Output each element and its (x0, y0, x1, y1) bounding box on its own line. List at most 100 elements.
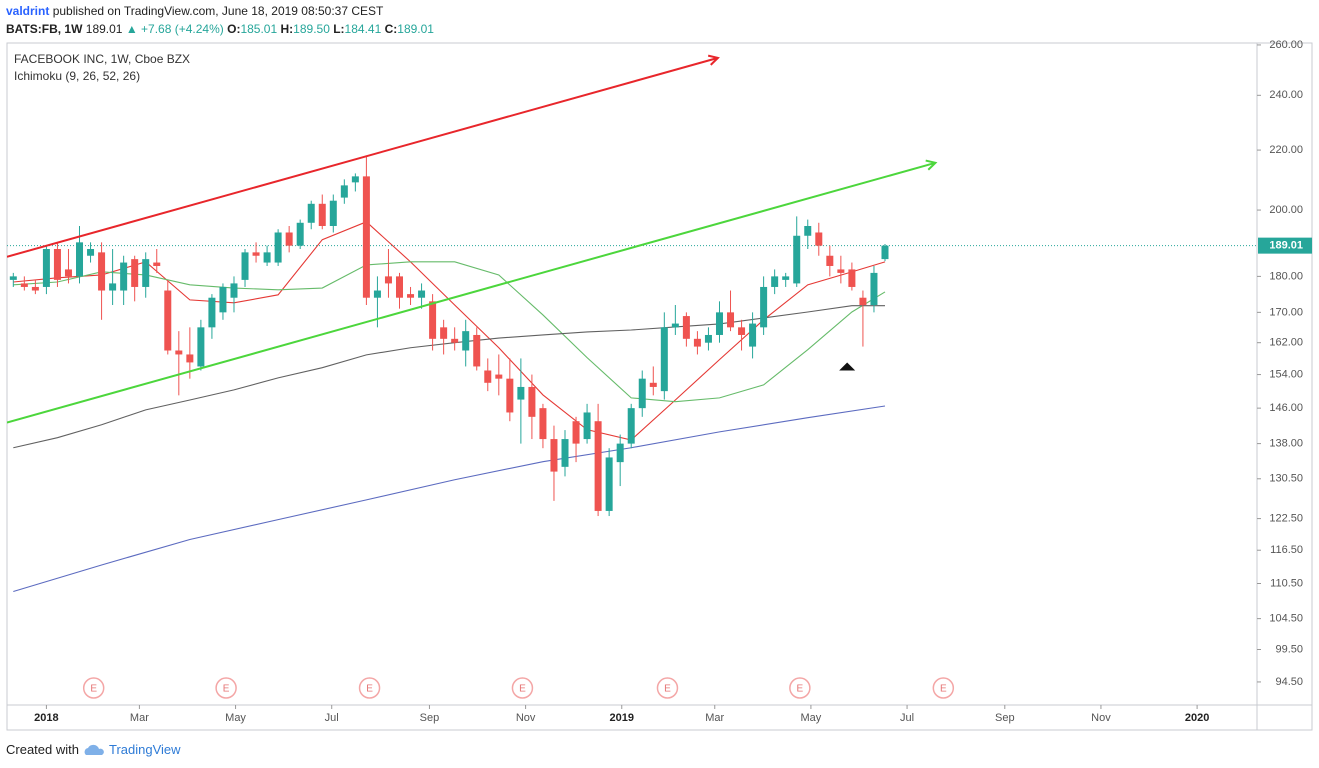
candle-body (440, 327, 448, 339)
candle-body (693, 338, 701, 347)
created-with: Created with (6, 742, 79, 757)
candle-body (241, 252, 249, 280)
candle-body (738, 327, 746, 335)
ohlc-label: L: (333, 22, 345, 36)
y-tick-label: 116.50 (1270, 544, 1303, 556)
candle-body (418, 290, 426, 298)
candle-body (561, 439, 569, 467)
y-tick-label: 99.50 (1275, 643, 1303, 655)
candle-body (208, 297, 216, 328)
arrowhead (707, 54, 720, 66)
last: 189.01 (85, 22, 123, 36)
publish-line: valdrint published on TradingView.com, J… (6, 4, 383, 18)
x-tick-label: May (225, 712, 246, 724)
arrowhead (925, 159, 938, 171)
candle-body (826, 255, 834, 266)
earnings-label: E (90, 684, 97, 695)
candle-body (462, 331, 470, 351)
candle-body (87, 249, 95, 256)
candle-body (848, 269, 856, 287)
candle-body (186, 354, 194, 363)
candle-body (782, 276, 790, 280)
candle-body (572, 421, 580, 444)
candle-body (859, 297, 867, 305)
earnings-marker (932, 677, 955, 699)
earnings-label: E (664, 684, 671, 695)
candle-body (274, 232, 282, 263)
candle-body (351, 176, 359, 183)
candle-body (64, 269, 72, 277)
y-tick-label: 220.00 (1269, 144, 1303, 156)
ohlc-label: O: (227, 22, 241, 36)
candle-body (517, 386, 525, 400)
candle-body (715, 312, 723, 335)
candle-body (727, 312, 735, 328)
ohlc-label: H: (280, 22, 294, 36)
earnings-label: E (940, 684, 947, 695)
author[interactable]: valdrint (6, 4, 50, 18)
candle-body (660, 327, 668, 392)
candle-body (473, 334, 481, 367)
x-tick-label: Sep (995, 712, 1015, 724)
candle-body (506, 378, 514, 413)
ohlc-value: 184.41 (344, 22, 382, 36)
x-tick-label: May (801, 712, 822, 724)
x-tick-label: Mar (705, 712, 724, 724)
frame (6, 42, 1313, 731)
candle-body (870, 272, 878, 305)
symbol: BATS:FB, 1W (6, 22, 83, 36)
x-tick-label: Jul (325, 712, 339, 724)
y-tick-label: 110.50 (1270, 577, 1303, 589)
candle-body (329, 200, 337, 227)
earnings-marker (789, 677, 811, 699)
chart-title: FACEBOOK INC, 1W, Cboe BZX (14, 52, 190, 66)
candle-body (175, 350, 183, 355)
candle-body (230, 283, 238, 298)
candle-body (760, 286, 768, 328)
candle-body (307, 203, 315, 223)
x-tick-label: Sep (420, 712, 440, 724)
earnings-marker (511, 677, 534, 699)
ohlc-value: 189.01 (397, 22, 434, 36)
earnings-marker (82, 677, 105, 699)
plot-area (7, 54, 1257, 593)
candle-body (131, 259, 139, 287)
candle-body (340, 185, 348, 198)
candle-body (197, 327, 205, 367)
earnings-label: E (223, 684, 230, 695)
candle-body (605, 457, 613, 511)
trend-line (7, 56, 719, 258)
x-tick-label: Nov (1091, 712, 1111, 724)
earnings-marker (656, 677, 679, 699)
candle-body (649, 382, 657, 387)
x-tick-label: Nov (516, 712, 536, 724)
candle-body (373, 290, 381, 298)
y-tick-label: 260.00 (1269, 39, 1303, 51)
y-tick-label: 94.50 (1275, 676, 1303, 688)
candle-body (109, 283, 117, 291)
candle-body (671, 323, 679, 328)
brand[interactable]: TradingView (108, 742, 181, 757)
published: published on TradingView.com, June 18, 2… (52, 4, 384, 18)
candle-body (583, 412, 591, 440)
y-tick-label: 154.00 (1269, 368, 1303, 380)
candle-body (771, 276, 779, 287)
y-tick-label: 138.00 (1269, 438, 1303, 450)
candle-body (407, 294, 415, 298)
y-tick-label: 130.50 (1269, 473, 1303, 485)
footer: Created with TradingView (6, 742, 181, 757)
candle-body (793, 235, 801, 284)
candle-body (881, 245, 889, 260)
quote-line: BATS:FB, 1W 189.01 ▲ +7.68 (+4.24%) O:18… (6, 22, 434, 36)
y-tick-label: 104.50 (1269, 613, 1303, 625)
candle-body (539, 408, 547, 440)
candle-body (9, 276, 17, 280)
candle-body (627, 408, 635, 444)
candle-body (550, 439, 558, 472)
candle-body (451, 338, 459, 343)
x-tick-label: 2019 (610, 712, 634, 724)
candle-body (285, 232, 293, 246)
y-tick-label: 240.00 (1269, 89, 1303, 101)
candle-body (484, 370, 492, 383)
